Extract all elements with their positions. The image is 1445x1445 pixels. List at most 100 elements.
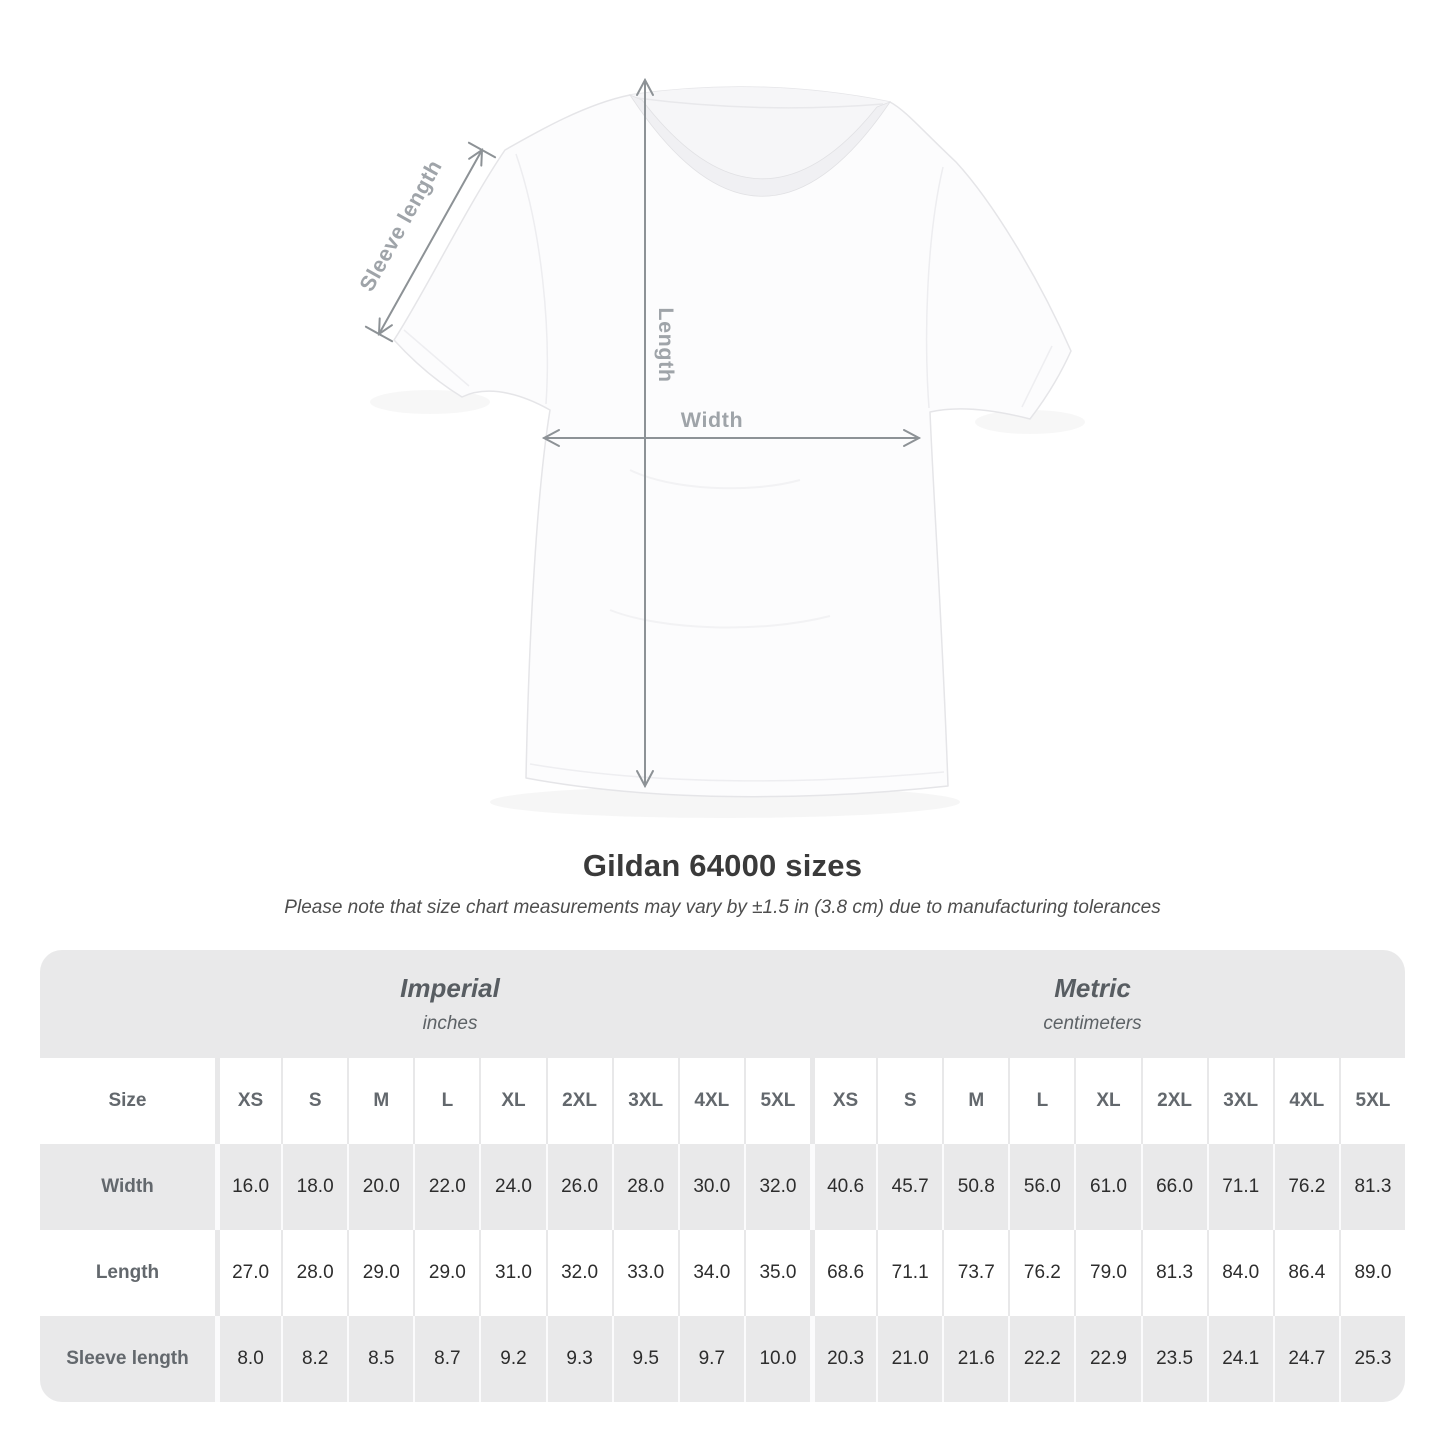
table-cell: 24.7: [1272, 1316, 1339, 1402]
table-cell: 9.7: [677, 1316, 744, 1402]
size-column-header: Size: [108, 1090, 147, 1111]
table-cell: 76.2: [1008, 1230, 1074, 1316]
table-cell: 79.0: [1074, 1230, 1140, 1316]
table-cell: 73.7: [942, 1230, 1008, 1316]
table-cell: 89.0: [1338, 1230, 1405, 1316]
table-cell: XL: [479, 1058, 545, 1144]
sleeve-seam-right: [925, 166, 944, 409]
length-label: Length: [654, 307, 678, 382]
table-cell: 18.0: [281, 1144, 347, 1230]
table-cell: 26.0: [545, 1144, 612, 1230]
table-cell: 21.0: [876, 1316, 942, 1402]
table-cell: 84.0: [1206, 1230, 1273, 1316]
table-cell: 31.0: [479, 1230, 545, 1316]
sleeve-seam-left: [515, 153, 549, 405]
sleeve-length-arrow: [364, 141, 497, 343]
length-arrow: [636, 77, 654, 789]
table-cell: 81.3: [1140, 1230, 1207, 1316]
table-cell: 27.0: [215, 1230, 281, 1316]
table-cell: 81.3: [1338, 1144, 1405, 1230]
table-row: Width 16.0 18.0 20.0 22.0 24.0 26.0 28.0 30.0 32.…: [40, 1144, 1405, 1230]
size-header-row: Size XS S M L XL 2XL 3XL 4XL 5XL XS S M L XL 2XL 3XL 4XL 5…: [40, 1058, 1405, 1144]
table-cell: 5XL: [1338, 1058, 1405, 1144]
imperial-section-header: Imperial inches: [40, 950, 818, 1058]
back-collar-seam: [636, 97, 884, 109]
width-label: Width: [681, 408, 744, 432]
row-label: Width: [101, 1176, 154, 1197]
shirt-graphic: Width Length Sleeve length: [355, 77, 1072, 798]
table-cell: 30.0: [677, 1144, 744, 1230]
table-cell: 29.0: [413, 1230, 479, 1316]
table-cell: 33.0: [611, 1230, 678, 1316]
table-cell: 24.1: [1206, 1316, 1273, 1402]
table-cell: 28.0: [281, 1230, 347, 1316]
table-cell: 34.0: [677, 1230, 744, 1316]
table-cell: 9.3: [545, 1316, 612, 1402]
table-cell: 22.9: [1074, 1316, 1140, 1402]
table-cell: 24.0: [479, 1144, 545, 1230]
table-cell: 20.3: [810, 1316, 876, 1402]
table-row: Length 27.0 28.0 29.0 29.0 31.0 32.0 33.0 34.0 35…: [40, 1230, 1405, 1316]
metric-section-header: Metric centimeters: [818, 950, 1405, 1058]
hem-seam: [529, 763, 945, 782]
table-cell: 4XL: [677, 1058, 744, 1144]
table-cell: 28.0: [611, 1144, 678, 1230]
tolerance-note: Please note that size chart measurements…: [284, 897, 1161, 918]
table-cell: 68.6: [810, 1230, 876, 1316]
table-cell: 71.1: [1206, 1144, 1273, 1230]
table-cell: XS: [810, 1058, 876, 1144]
table-cell: 9.2: [479, 1316, 545, 1402]
table-cell: S: [281, 1058, 347, 1144]
table-cell: 20.0: [347, 1144, 413, 1230]
table-cell: 4XL: [1272, 1058, 1339, 1144]
table-cell: L: [1008, 1058, 1074, 1144]
imperial-unit: inches: [422, 1013, 478, 1034]
table-cell: 23.5: [1140, 1316, 1207, 1402]
table-cell: 8.2: [281, 1316, 347, 1402]
table-cell: 25.3: [1338, 1316, 1405, 1402]
row-label: Sleeve length: [66, 1348, 189, 1369]
table-cell: 86.4: [1272, 1230, 1339, 1316]
table-cell: 22.2: [1008, 1316, 1074, 1402]
table-cell: 29.0: [347, 1230, 413, 1316]
unit-header-band: Imperial inches Metric centimeters: [40, 950, 1405, 1058]
table-cell: 8.7: [413, 1316, 479, 1402]
table-cell: L: [413, 1058, 479, 1144]
table-cell: 61.0: [1074, 1144, 1140, 1230]
imperial-title: Imperial: [400, 973, 500, 1003]
table-cell: XS: [215, 1058, 281, 1144]
metric-title: Metric: [1054, 973, 1131, 1003]
collar: [628, 94, 892, 197]
table-cell: 16.0: [215, 1144, 281, 1230]
metric-unit: centimeters: [1043, 1013, 1142, 1034]
width-arrow: [541, 429, 922, 447]
table-cell: XL: [1074, 1058, 1140, 1144]
page-title: Gildan 64000 sizes: [582, 848, 863, 883]
row-label: Length: [95, 1262, 160, 1283]
table-cell: 22.0: [413, 1144, 479, 1230]
table-cell: 3XL: [611, 1058, 678, 1144]
shirt-body: [393, 86, 1072, 798]
table-cell: 66.0: [1140, 1144, 1207, 1230]
table-cell: M: [942, 1058, 1008, 1144]
shirt-diagram: Width Length Sleeve length: [330, 50, 1090, 850]
table-cell: 40.6: [810, 1144, 876, 1230]
cuff-seam-left: [403, 329, 470, 387]
table-cell: M: [347, 1058, 413, 1144]
table-cell: 3XL: [1206, 1058, 1273, 1144]
size-table-grid: Size XS S M L XL 2XL 3XL 4XL 5XL XS S M L XL 2XL 3XL 4XL 5…: [40, 1058, 1405, 1402]
table-cell: 35.0: [743, 1230, 810, 1316]
table-cell: 50.8: [942, 1144, 1008, 1230]
size-table: Imperial inches Metric centimeters Size X…: [40, 950, 1405, 1402]
table-cell: 2XL: [545, 1058, 612, 1144]
table-cell: 32.0: [743, 1144, 810, 1230]
table-cell: 2XL: [1140, 1058, 1207, 1144]
table-cell: 56.0: [1008, 1144, 1074, 1230]
table-cell: 8.0: [215, 1316, 281, 1402]
table-row: Sleeve length 8.0 8.2 8.5 8.7 9.2 9.3 9.5 9.7 10.…: [40, 1316, 1405, 1402]
cuff-seam-right: [1021, 345, 1053, 408]
table-cell: 76.2: [1272, 1144, 1339, 1230]
table-cell: 21.6: [942, 1316, 1008, 1402]
table-cell: 8.5: [347, 1316, 413, 1402]
